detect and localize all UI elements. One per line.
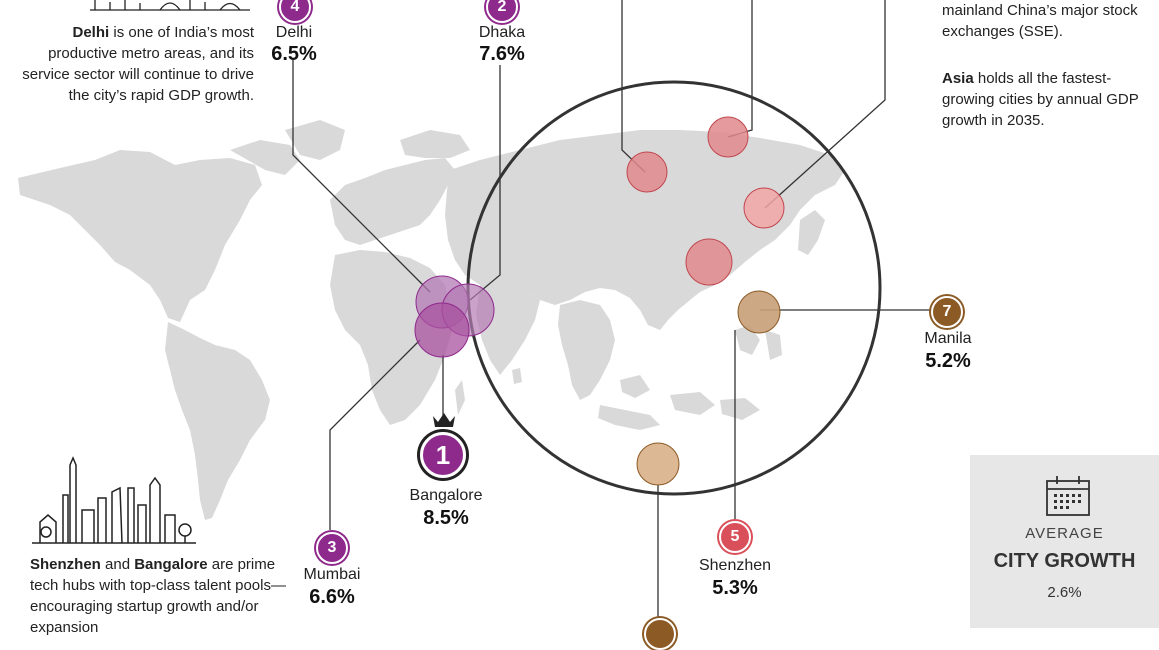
- city-value-shenzhen: 5.3%: [712, 577, 758, 599]
- delhi-note-bold: Delhi: [72, 24, 110, 41]
- tech-note-bold-1: Shenzhen: [30, 556, 101, 573]
- land-masses: [18, 120, 845, 520]
- city-name-mumbai: Mumbai: [303, 566, 361, 583]
- rank-delhi: 4: [290, 0, 300, 15]
- china-bubbles: [626, 116, 785, 286]
- tech-hubs-note: Shenzhen and Bangalore are prime tech hu…: [30, 554, 295, 638]
- shenzhen-skyline-icon: [32, 456, 196, 544]
- delhi-skyline-icon: [90, 0, 250, 11]
- rank-manila: 7: [942, 303, 952, 320]
- asia-note: Asia holds all the fastest-growing citie…: [942, 68, 1142, 131]
- rank-dhaka: 2: [497, 0, 507, 15]
- delhi-note: Delhi is one of India’s most productive …: [18, 22, 254, 106]
- rank-badge-shenzhen: 5: [719, 521, 751, 553]
- city-name-shenzhen: Shenzhen: [698, 557, 772, 574]
- china-note-tail: mainland China’s major stock exchanges (…: [942, 0, 1142, 42]
- rank-badge-partial: [644, 618, 676, 650]
- connector-lines: [292, 0, 933, 628]
- city-name-dhaka: Dhaka: [478, 24, 526, 41]
- city-name-manila: Manila: [924, 330, 972, 347]
- china-note-text: mainland China’s major stock exchanges (…: [942, 2, 1138, 40]
- rank-badge-mumbai: 3: [316, 532, 348, 564]
- rank-bangalore: 1: [435, 439, 451, 470]
- rank-badge-dhaka: 2: [486, 0, 518, 23]
- rank-badge-bangalore: 1: [420, 432, 466, 478]
- city-value-dhaka: 7.6%: [479, 43, 525, 65]
- rank-badge-delhi: 4: [279, 0, 311, 23]
- tech-note-bold-2: Bangalore: [134, 556, 208, 573]
- crown-icon: [433, 413, 455, 427]
- city-value-manila: 5.2%: [925, 350, 971, 372]
- rank-shenzhen: 5: [730, 528, 740, 545]
- average-growth-panel: AVERAGE CITY GROWTH 2.6%: [970, 455, 1159, 628]
- world-map: [18, 0, 933, 628]
- city-value-bangalore: 8.5%: [423, 507, 469, 529]
- brown-bubbles: [636, 290, 781, 486]
- asia-note-bold: Asia: [942, 70, 974, 87]
- average-value: 2.6%: [1047, 584, 1082, 601]
- city-value-mumbai: 6.6%: [309, 586, 355, 608]
- average-title: CITY GROWTH: [993, 550, 1136, 572]
- asia-note-text: holds all the fastest-growing cities by …: [942, 70, 1139, 129]
- india-bubbles: [414, 275, 495, 358]
- city-name-delhi: Delhi: [275, 24, 313, 41]
- delhi-note-text: is one of India’s most productive metro …: [22, 24, 254, 104]
- rank-mumbai: 3: [327, 539, 337, 556]
- tech-note-mid: and: [100, 556, 135, 573]
- city-value-delhi: 6.5%: [271, 43, 317, 65]
- average-label: AVERAGE: [1025, 525, 1104, 542]
- calendar-icon: [1046, 476, 1090, 516]
- city-name-bangalore: Bangalore: [409, 487, 483, 504]
- rank-badge-manila: 7: [931, 296, 963, 328]
